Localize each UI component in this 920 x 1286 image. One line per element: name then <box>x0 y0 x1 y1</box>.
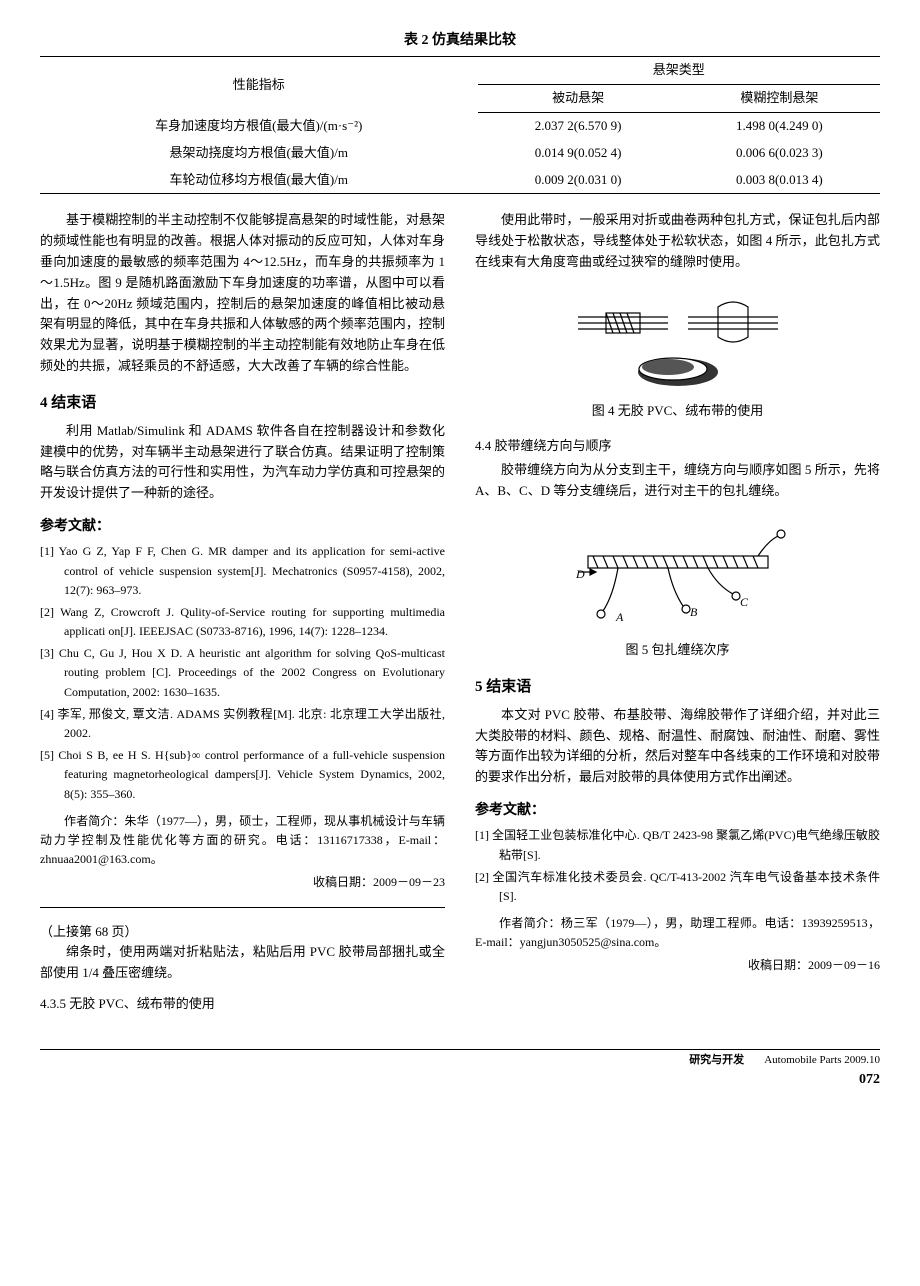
footer-page: 072 <box>859 1072 880 1087</box>
continued-from: （上接第 68 页） <box>40 922 445 943</box>
value-cell: 2.037 2(6.570 9) <box>478 112 679 139</box>
value-cell: 0.009 2(0.031 0) <box>478 167 679 194</box>
para: 绵条时，使用两端对折粘贴法，粘贴后用 PVC 胶带局部捆扎或全部使用 1/4 叠… <box>40 942 445 984</box>
ref-item: [5] Choi S B, ee H S. H{sub}∞ control pe… <box>40 746 445 804</box>
author-bio: 作者简介：朱华（1977—），男，硕士，工程师，现从事机械设计与车辆动力学控制及… <box>40 812 445 870</box>
fig4-caption: 图 4 无胶 PVC、绒布带的使用 <box>475 401 880 422</box>
label-B: B <box>690 605 698 619</box>
refs-title: 参考文献： <box>40 516 445 538</box>
table-row: 车身加速度均方根值(最大值)/(m·s⁻²) 2.037 2(6.570 9) … <box>40 112 880 139</box>
footer-pub: Automobile Parts 2009.10 <box>764 1054 880 1066</box>
page-footer: 研究与开发 Automobile Parts 2009.10 072 <box>40 1049 880 1092</box>
th-col1: 被动悬架 <box>478 85 679 113</box>
para: 本文对 PVC 胶带、布基胶带、海绵胶带作了详细介绍，并对此三大类胶带的材料、颜… <box>475 705 880 788</box>
ref-item: [3] Chu C, Gu J, Hou X D. A heuristic an… <box>40 644 445 702</box>
label-C: C <box>740 595 749 609</box>
section-4-title: 4 结束语 <box>40 391 445 415</box>
figure-5: D A B C 图 5 包扎缠绕次序 <box>475 516 880 661</box>
label-D: D <box>575 567 585 581</box>
fig5-svg: D A B C <box>558 516 798 636</box>
divider <box>40 907 445 908</box>
received-date: 收稿日期：2009－09－16 <box>475 956 880 975</box>
fig5-caption: 图 5 包扎缠绕次序 <box>475 640 880 661</box>
ref-item: [2] Wang Z, Crowcroft J. Qulity-of-Servi… <box>40 603 445 641</box>
right-column: 使用此带时，一般采用对折或曲卷两种包扎方式，保证包扎后内部导线处于松散状态，导线… <box>475 210 880 1018</box>
section-5-title: 5 结束语 <box>475 675 880 699</box>
para: 基于模糊控制的半主动控制不仅能够提高悬架的时域性能，对悬架的频域性能也有明显的改… <box>40 210 445 376</box>
table-row: 车轮动位移均方根值(最大值)/m 0.009 2(0.031 0) 0.003 … <box>40 167 880 194</box>
metric-cell: 车身加速度均方根值(最大值)/(m·s⁻²) <box>40 112 478 139</box>
left-column: 基于模糊控制的半主动控制不仅能够提高悬架的时域性能，对悬架的频域性能也有明显的改… <box>40 210 445 1018</box>
refs-title: 参考文献： <box>475 800 880 822</box>
figure-4: 图 4 无胶 PVC、绒布带的使用 <box>475 287 880 422</box>
th-col2: 模糊控制悬架 <box>679 85 880 113</box>
ref-item: [2] 全国汽车标准化技术委员会. QC/T-413-2002 汽车电气设备基本… <box>475 868 880 906</box>
ref-item: [1] 全国轻工业包装标准化中心. QB/T 2423-98 聚氯乙烯(PVC)… <box>475 826 880 864</box>
value-cell: 0.006 6(0.023 3) <box>679 140 880 167</box>
para: 利用 Matlab/Simulink 和 ADAMS 软件各自在控制器设计和参数… <box>40 421 445 504</box>
table2: 性能指标 悬架类型 被动悬架 模糊控制悬架 车身加速度均方根值(最大值)/(m·… <box>40 56 880 194</box>
footer-section: 研究与开发 <box>689 1052 744 1070</box>
metric-cell: 悬架动挠度均方根值(最大值)/m <box>40 140 478 167</box>
table-row: 悬架动挠度均方根值(最大值)/m 0.014 9(0.052 4) 0.006 … <box>40 140 880 167</box>
subsection-44: 4.4 胶带缠绕方向与顺序 <box>475 436 880 457</box>
received-date: 收稿日期：2009－09－23 <box>40 873 445 892</box>
th-group: 悬架类型 <box>478 57 881 85</box>
label-A: A <box>615 610 624 624</box>
value-cell: 0.014 9(0.052 4) <box>478 140 679 167</box>
metric-cell: 车轮动位移均方根值(最大值)/m <box>40 167 478 194</box>
table2-title: 表 2 仿真结果比较 <box>40 30 880 52</box>
subsection-435: 4.3.5 无胶 PVC、绒布带的使用 <box>40 994 445 1015</box>
fig4-svg <box>568 287 788 397</box>
author-bio: 作者简介：杨三军（1979—），男，助理工程师。电话：13939259513，E… <box>475 914 880 952</box>
para: 胶带缠绕方向为从分支到主干，缠绕方向与顺序如图 5 所示，先将 A、B、C、D … <box>475 460 880 502</box>
th-metric: 性能指标 <box>40 57 478 113</box>
value-cell: 0.003 8(0.013 4) <box>679 167 880 194</box>
value-cell: 1.498 0(4.249 0) <box>679 112 880 139</box>
ref-item: [1] Yao G Z, Yap F F, Chen G. MR damper … <box>40 542 445 600</box>
para: 使用此带时，一般采用对折或曲卷两种包扎方式，保证包扎后内部导线处于松散状态，导线… <box>475 210 880 272</box>
ref-item: [4] 李军, 邢俊文, 覃文洁. ADAMS 实例教程[M]. 北京: 北京理… <box>40 705 445 743</box>
